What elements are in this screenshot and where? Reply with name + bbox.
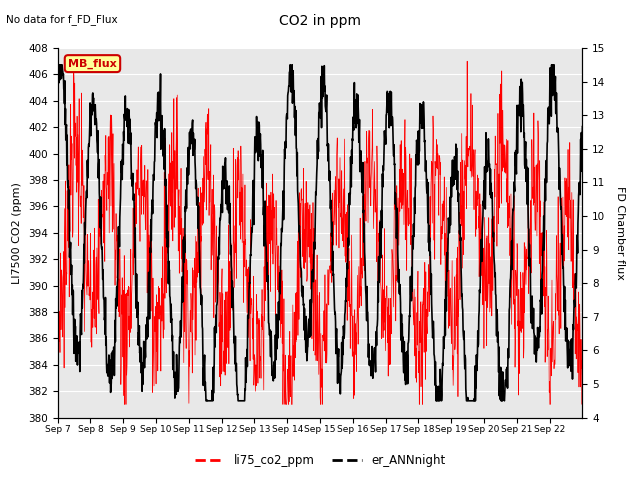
Legend: li75_co2_ppm, er_ANNnight: li75_co2_ppm, er_ANNnight — [190, 449, 450, 472]
Text: No data for f_FD_Flux: No data for f_FD_Flux — [6, 14, 118, 25]
Text: CO2 in ppm: CO2 in ppm — [279, 14, 361, 28]
Text: MB_flux: MB_flux — [68, 59, 117, 69]
Y-axis label: FD Chamber flux: FD Chamber flux — [615, 186, 625, 280]
Y-axis label: LI7500 CO2 (ppm): LI7500 CO2 (ppm) — [12, 182, 22, 284]
